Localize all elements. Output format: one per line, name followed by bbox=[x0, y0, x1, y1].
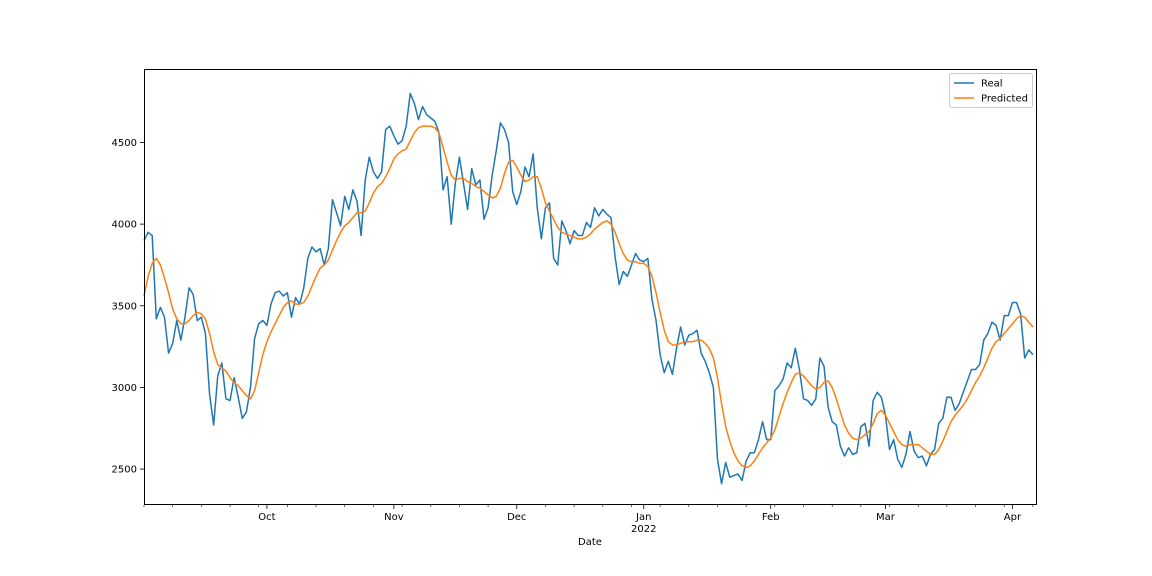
y-tick-label: 2500 bbox=[112, 465, 137, 476]
x-axis-label: Date bbox=[578, 537, 602, 548]
series-line-real bbox=[143, 92, 1034, 485]
y-tick-label: 3000 bbox=[112, 383, 137, 394]
x-tick-label: Oct bbox=[258, 512, 275, 523]
y-tick-label: 4500 bbox=[112, 138, 137, 149]
plot-frame bbox=[144, 69, 1037, 505]
x-tick-year-label: 2022 bbox=[631, 524, 656, 535]
legend-box bbox=[949, 73, 1033, 108]
x-tick-label: Mar bbox=[876, 512, 896, 523]
x-tick-label: Dec bbox=[507, 512, 526, 523]
x-tick-label: Jan bbox=[635, 512, 651, 523]
legend-label-real: Real bbox=[981, 79, 1003, 90]
y-axis: 2500 3000 3500 4000 4500 bbox=[112, 138, 144, 476]
y-tick-label: 4000 bbox=[112, 220, 137, 231]
series-line-predicted bbox=[143, 125, 1034, 469]
x-tick-label: Feb bbox=[762, 512, 780, 523]
x-tick-label: Nov bbox=[384, 512, 404, 523]
x-tick-label: Apr bbox=[1004, 512, 1022, 523]
legend-label-predicted: Predicted bbox=[981, 94, 1028, 105]
series-layer bbox=[143, 92, 1034, 485]
y-tick-label: 3500 bbox=[112, 301, 137, 312]
legend-items: Real Predicted bbox=[954, 79, 1028, 105]
legend: Real Predicted bbox=[949, 73, 1033, 108]
plot-background bbox=[144, 69, 1037, 505]
